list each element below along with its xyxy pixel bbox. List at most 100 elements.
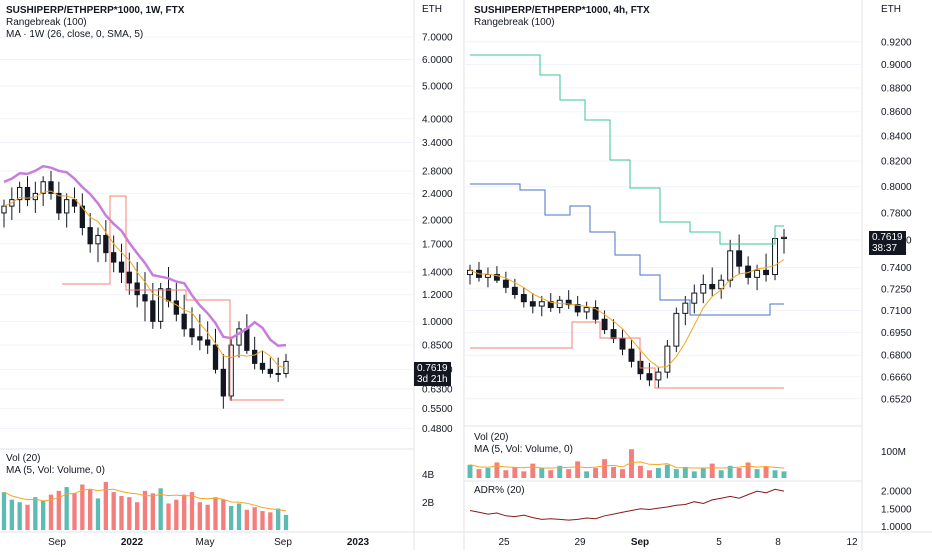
candle bbox=[103, 234, 109, 254]
volume-bar bbox=[48, 494, 54, 530]
right-last-price: 0.7619 bbox=[872, 232, 903, 243]
volume-bar bbox=[221, 499, 226, 530]
candle bbox=[781, 236, 787, 240]
volume-bar bbox=[283, 514, 289, 530]
volume-bar bbox=[772, 470, 778, 478]
candle bbox=[267, 368, 273, 374]
y-tick-label: 1.2000 bbox=[422, 290, 453, 301]
candle bbox=[673, 312, 680, 347]
ma-slow-line bbox=[3, 164, 287, 347]
right-volume-legend: Vol (20) MA (5, Vol: Volume, 0) bbox=[474, 432, 573, 456]
volume-bar bbox=[602, 459, 608, 478]
candle bbox=[547, 301, 554, 309]
y-axis-unit-0: ETH bbox=[422, 4, 442, 15]
y-tick-label: 2.4000 bbox=[422, 189, 453, 200]
candle bbox=[87, 227, 93, 245]
volume-bar bbox=[646, 470, 652, 478]
left-rangebreak-label[interactable]: Rangebreak (100) bbox=[6, 17, 87, 28]
left-vol-label[interactable]: Vol (20) bbox=[6, 453, 41, 464]
volume-bar bbox=[260, 511, 265, 530]
volume-bar bbox=[557, 465, 563, 478]
volume-bar bbox=[182, 494, 187, 530]
candle bbox=[142, 294, 148, 302]
ma-fast-line bbox=[3, 190, 287, 369]
candle bbox=[275, 372, 281, 375]
volume-bar bbox=[620, 469, 625, 478]
volume-bar bbox=[629, 449, 634, 478]
right-symbol-title[interactable]: SUSHIPERP/ETHPERP*1000, 4h, FTX bbox=[474, 5, 650, 16]
volume-tick-label: 4B bbox=[422, 470, 435, 481]
right-adr-label[interactable]: ADR% (20) bbox=[474, 485, 525, 496]
y-tick-label: 0.9000 bbox=[881, 60, 912, 71]
left-volume-legend: Vol (20) MA (5, Vol: Volume, 0) bbox=[6, 453, 105, 477]
volume-bar bbox=[1, 492, 7, 530]
candle bbox=[493, 274, 500, 281]
candle bbox=[520, 294, 527, 303]
candle bbox=[691, 292, 698, 304]
candle bbox=[583, 307, 590, 313]
right-adr-legend: ADR% (20) bbox=[474, 485, 525, 497]
candle bbox=[134, 282, 140, 296]
volume-ma-line bbox=[3, 488, 287, 512]
volume-bar bbox=[503, 470, 509, 478]
right-vol-ma-label[interactable]: MA (5, Vol: Volume, 0) bbox=[474, 444, 573, 455]
candle bbox=[628, 348, 635, 362]
volume-bar bbox=[197, 502, 202, 530]
volume-bar bbox=[593, 468, 599, 478]
y-tick-label: 3.4000 bbox=[422, 138, 453, 149]
volume-bar bbox=[494, 462, 500, 478]
y-tick-label: 7.0000 bbox=[422, 33, 453, 44]
left-ma-label[interactable]: MA · 1W (26, close, 0, SMA, 5) bbox=[6, 29, 144, 40]
y-tick-label: 0.8200 bbox=[881, 157, 912, 168]
candle bbox=[236, 328, 242, 346]
x-tick-label: 8 bbox=[775, 537, 781, 548]
candle bbox=[95, 234, 101, 245]
volume-bar bbox=[584, 471, 590, 478]
candle bbox=[682, 302, 689, 314]
volume-bar bbox=[150, 493, 155, 530]
candle bbox=[150, 300, 156, 322]
left-symbol-title[interactable]: SUSHIPERP/ETHPERP*1000, 1W, FTX bbox=[6, 5, 185, 16]
volume-bar bbox=[467, 464, 473, 478]
candle bbox=[502, 279, 509, 288]
y-tick-label: 0.7100 bbox=[881, 306, 912, 317]
x-tick-label: Sep bbox=[48, 537, 66, 548]
volume-bar bbox=[727, 465, 733, 478]
volume-bar bbox=[575, 461, 581, 478]
left-last-price-tag: 0.7619 3d 21h bbox=[414, 362, 451, 386]
left-vol-ma-label[interactable]: MA (5, Vol: Volume, 0) bbox=[6, 465, 105, 476]
volume-tick-label: 100M bbox=[881, 447, 906, 458]
candle bbox=[655, 371, 662, 381]
volume-bar bbox=[64, 487, 69, 530]
volume-bar bbox=[205, 504, 210, 530]
candle bbox=[197, 336, 203, 341]
candle bbox=[754, 269, 761, 278]
candle bbox=[646, 373, 653, 381]
volume-bar bbox=[664, 464, 670, 478]
rangebreak-middle-line bbox=[470, 183, 784, 316]
volume-bar bbox=[709, 463, 715, 478]
x-tick-label: 12 bbox=[846, 537, 858, 548]
volume-bar bbox=[745, 462, 751, 478]
x-tick-label: 2022 bbox=[121, 537, 144, 548]
volume-bar bbox=[119, 495, 124, 530]
volume-bar bbox=[682, 466, 688, 478]
volume-bar bbox=[673, 469, 679, 478]
volume-bar bbox=[103, 482, 108, 530]
candle bbox=[228, 344, 234, 397]
volume-bar bbox=[566, 469, 572, 478]
volume-bar bbox=[229, 506, 234, 530]
adr-tick-label: 1.0000 bbox=[881, 522, 912, 533]
right-rangebreak-label[interactable]: Rangebreak (100) bbox=[474, 17, 555, 28]
y-tick-label: 2.0000 bbox=[422, 216, 453, 227]
y-axis-unit-1: ETH bbox=[881, 4, 901, 15]
y-tick-label: 0.6660 bbox=[881, 372, 912, 383]
right-vol-label[interactable]: Vol (20) bbox=[474, 432, 509, 443]
volume-bar bbox=[539, 468, 545, 478]
y-tick-label: 0.7400 bbox=[881, 263, 912, 274]
candle bbox=[173, 300, 179, 315]
volume-bar bbox=[637, 465, 643, 478]
left-legend: SUSHIPERP/ETHPERP*1000, 1W, FTX Rangebre… bbox=[6, 5, 184, 41]
